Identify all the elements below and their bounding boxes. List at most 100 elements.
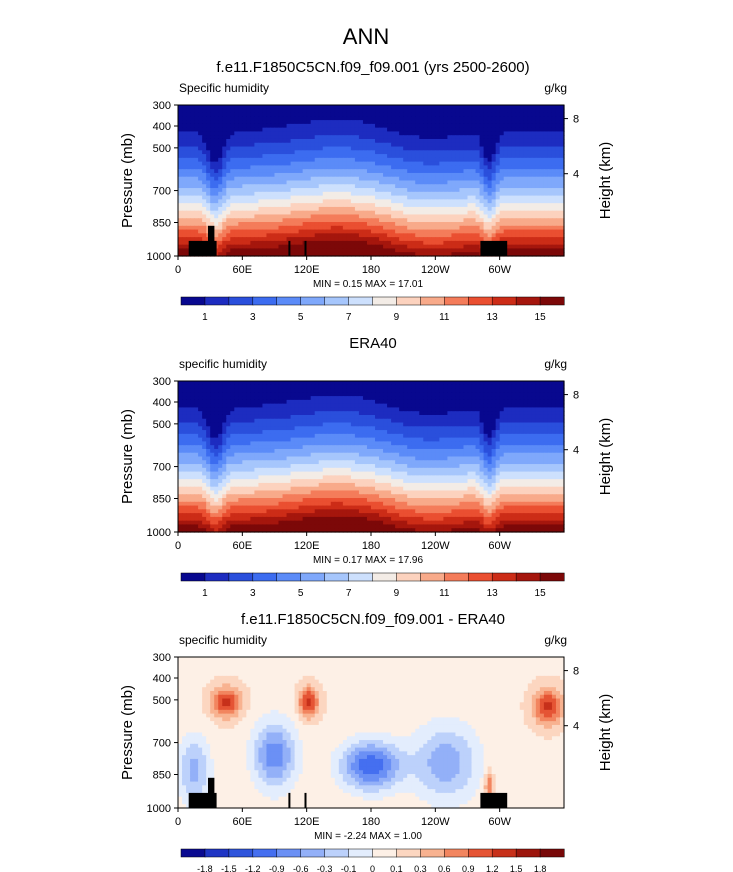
field-cell — [286, 229, 292, 234]
field-cell — [391, 206, 396, 212]
field-cell — [527, 176, 533, 182]
field-cell — [206, 176, 211, 182]
field-cell — [310, 188, 316, 193]
field-cell — [278, 195, 284, 200]
field-cell — [278, 248, 284, 253]
field-cell — [314, 396, 320, 401]
field-cell — [326, 203, 332, 208]
field-cell — [266, 135, 272, 140]
field-cell — [387, 396, 392, 401]
field-cell — [298, 112, 304, 117]
field-cell — [186, 172, 191, 178]
field-cell — [547, 411, 553, 416]
field-cell — [210, 154, 215, 159]
field-cell — [218, 422, 223, 427]
field-cell — [282, 199, 288, 204]
field-cell — [435, 411, 440, 416]
field-cell — [455, 206, 461, 212]
field-cell — [346, 165, 352, 170]
field-cell — [483, 108, 489, 114]
field-cell — [314, 218, 320, 223]
field-cell — [178, 180, 183, 185]
field-cell — [499, 142, 505, 148]
field-cell — [403, 222, 408, 227]
field-cell — [547, 252, 553, 257]
field-cell — [403, 116, 408, 121]
field-cell — [310, 161, 316, 167]
field-cell — [399, 225, 404, 231]
field-cell — [270, 225, 276, 231]
field-cell — [499, 206, 505, 212]
field-cell — [539, 248, 545, 253]
field-cell — [182, 112, 187, 117]
field-cell — [391, 165, 396, 170]
field-cell — [411, 108, 416, 114]
field-cell — [559, 203, 565, 208]
field-cell — [310, 169, 316, 174]
field-cell — [250, 252, 255, 257]
field-cell — [254, 176, 260, 182]
field-cell — [479, 135, 485, 140]
field-cell — [358, 233, 364, 238]
field-cell — [419, 214, 424, 219]
field-cell — [555, 180, 561, 185]
field-cell — [366, 105, 372, 110]
field-cell — [186, 403, 191, 409]
field-cell — [423, 188, 428, 193]
field-cell — [503, 169, 509, 174]
field-cell — [282, 165, 288, 170]
field-cell — [411, 225, 416, 231]
field-cell — [346, 210, 352, 216]
field-cell — [306, 225, 312, 231]
field-cell — [322, 154, 328, 159]
field-cell — [250, 154, 255, 159]
field-cell — [306, 108, 312, 114]
field-cell — [194, 384, 199, 390]
field-cell — [318, 418, 324, 424]
field-cell — [531, 135, 537, 140]
field-cell — [254, 131, 260, 136]
field-cell — [387, 127, 392, 133]
field-cell — [218, 233, 223, 238]
field-cell — [306, 142, 312, 148]
field-cell — [258, 222, 264, 227]
field-cell — [447, 407, 453, 412]
field-cell — [282, 218, 288, 223]
field-cell — [419, 176, 424, 182]
field-cell — [334, 105, 340, 110]
field-cell — [523, 108, 529, 114]
field-cell — [507, 146, 513, 151]
field-cell — [302, 222, 308, 227]
field-cell — [250, 131, 255, 136]
field-cell — [487, 131, 493, 136]
field-cell — [202, 138, 207, 144]
field-cell — [334, 381, 340, 386]
field-cell — [439, 210, 444, 216]
field-cell — [419, 199, 424, 204]
field-cell — [274, 199, 280, 204]
field-cell — [202, 381, 207, 386]
field-cell — [250, 203, 255, 208]
field-cell — [326, 210, 332, 216]
field-cell — [294, 184, 300, 189]
field-cell — [214, 407, 219, 412]
field-cell — [403, 150, 408, 155]
field-cell — [415, 218, 420, 223]
field-cell — [178, 112, 183, 117]
field-cell — [411, 191, 416, 197]
field-cell — [511, 157, 517, 163]
field-cell — [326, 407, 332, 412]
field-cell — [242, 411, 247, 416]
field-cell — [383, 120, 388, 125]
field-cell — [459, 414, 465, 420]
field-cell — [459, 146, 465, 151]
field-cell — [379, 399, 384, 405]
field-cell — [543, 388, 549, 393]
field-cell — [427, 414, 432, 420]
field-cell — [182, 172, 187, 178]
field-cell — [375, 146, 380, 151]
field-cell — [471, 388, 477, 393]
field-cell — [338, 248, 344, 253]
field-cell — [218, 176, 223, 182]
field-cell — [226, 108, 231, 114]
